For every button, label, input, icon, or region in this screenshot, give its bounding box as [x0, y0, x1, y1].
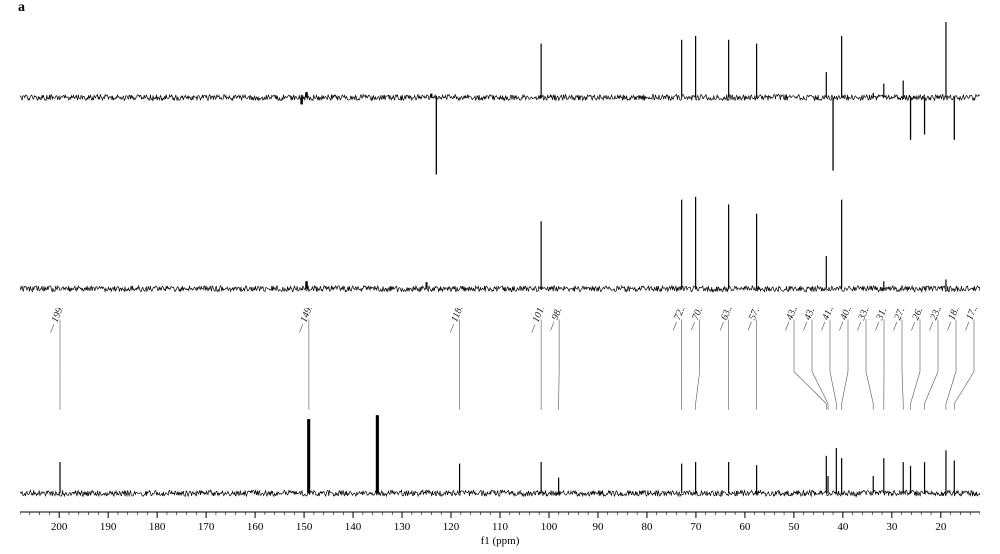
- dept-spectrum-middle: [20, 185, 980, 310]
- axis-tick-label: 50: [788, 521, 800, 533]
- axis-label: f1 (ppm): [481, 535, 520, 547]
- peak-label: — 70.06: [686, 308, 709, 333]
- axis-tick-label: 70: [690, 521, 702, 533]
- dept-spectrum-top: [20, 10, 980, 185]
- axis-tick-label: 140: [345, 521, 362, 533]
- axis-tick-label: 190: [100, 521, 117, 533]
- axis-tick-label: 130: [394, 521, 411, 533]
- axis-tick-label: 160: [247, 521, 264, 533]
- axis-tick-label: 20: [935, 521, 947, 533]
- peak-label: — 98.03: [545, 308, 568, 333]
- axis-tick-label: 200: [51, 521, 68, 533]
- axis-tick-label: 180: [149, 521, 166, 533]
- peak-label: — 149.02: [294, 308, 319, 336]
- axis-tick-label: 90: [592, 521, 604, 533]
- peak-label: — 17.25: [960, 308, 980, 333]
- axis-tick-label: 30: [886, 521, 898, 533]
- peak-label: — 118.25: [445, 308, 470, 335]
- axis-tick-label: 100: [541, 521, 558, 533]
- peak-label: — 57.61: [742, 308, 765, 333]
- peak-label: — 199.83: [45, 308, 70, 336]
- axis-tick-label: 170: [198, 521, 215, 533]
- axis-tick-label: 120: [443, 521, 460, 533]
- x-axis: 200 190 180 170 160 150 140 130 120 110 100 90 80 70 6…: [20, 506, 980, 552]
- axis-tick-label: 80: [641, 521, 653, 533]
- carbon-spectrum-bottom: — 199.83— 149.02— 118.25— 101.60— 98.03—…: [20, 308, 980, 503]
- axis-tick-label: 40: [837, 521, 849, 533]
- peak-label: — 63.32: [714, 308, 737, 333]
- axis-tick-label: 60: [739, 521, 751, 533]
- axis-tick-label: 150: [296, 521, 313, 533]
- axis-tick-label: 110: [492, 521, 509, 533]
